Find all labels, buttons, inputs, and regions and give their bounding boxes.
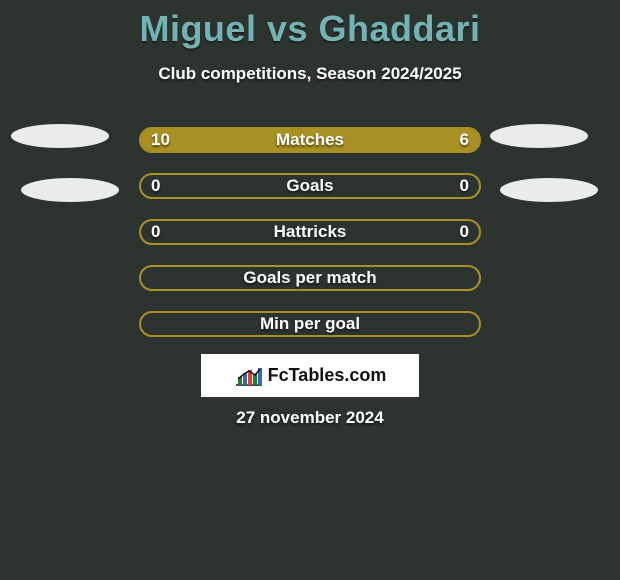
logo-text: FcTables.com [268,365,387,386]
stat-rows: Matches 10 6 Goals 0 0 Hattricks 0 0 [0,117,620,347]
placeholder-ellipse [500,178,598,202]
stat-value-right: 6 [460,127,469,153]
stat-value-right: 0 [460,173,469,199]
placeholder-ellipse [21,178,119,202]
bar-track [139,265,481,291]
bar-track [139,127,481,153]
bar-fill-left [141,129,351,151]
bar-track [139,311,481,337]
stat-row: Hattricks 0 0 [0,209,620,255]
stat-value-left: 0 [151,219,160,245]
stat-row: Goals per match [0,255,620,301]
placeholder-ellipse [11,124,109,148]
placeholder-ellipse [490,124,588,148]
date-label: 27 november 2024 [0,408,620,428]
stat-value-right: 0 [460,219,469,245]
stat-value-left: 10 [151,127,170,153]
page-title: Miguel vs Ghaddari [0,0,620,50]
bar-track [139,173,481,199]
logo-badge: FcTables.com [201,354,419,397]
bar-track [139,219,481,245]
page-subtitle: Club competitions, Season 2024/2025 [0,64,620,84]
logo-chart-icon [234,365,264,387]
stat-row: Min per goal [0,301,620,347]
comparison-card: Miguel vs Ghaddari Club competitions, Se… [0,0,620,580]
stat-value-left: 0 [151,173,160,199]
